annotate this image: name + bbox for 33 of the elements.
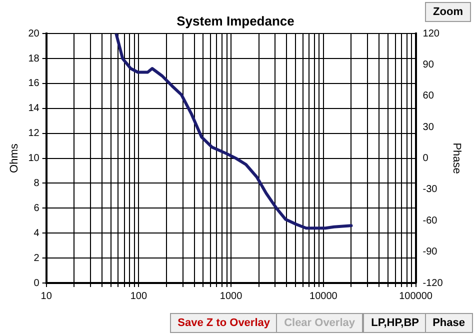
y-tick-label: 2 — [34, 252, 40, 264]
text: Clear Overlay — [276, 313, 363, 333]
y2-tick-label: -60 — [422, 215, 438, 226]
y2-tick-label: 90 — [422, 60, 434, 71]
y2-tick-label: -30 — [422, 184, 438, 196]
y-tick-label: 0 — [34, 278, 40, 289]
x-tick-label: 100 — [130, 290, 148, 302]
y-tick-label: 12 — [28, 128, 40, 140]
y-tick-label: 16 — [28, 78, 40, 90]
y2-axis-title: Phase — [450, 142, 462, 174]
y2-tick-label: 120 — [422, 28, 440, 40]
y2-tick-label: 30 — [422, 122, 434, 133]
y-tick-label: 6 — [34, 202, 40, 214]
y2-tick-label: -120 — [422, 278, 444, 289]
y-tick-label: 14 — [28, 103, 40, 114]
y-tick-label: 20 — [28, 28, 40, 40]
text: Zoom — [425, 2, 471, 22]
text: Phase — [424, 313, 473, 333]
y-tick-label: 4 — [34, 228, 40, 239]
x-tick-label: 100000 — [399, 290, 433, 302]
x-tick-label: 10 — [40, 290, 52, 302]
y2-tick-label: 0 — [422, 153, 429, 164]
chart-title: System Impedance — [176, 13, 294, 28]
y2-tick-label: 60 — [422, 90, 434, 102]
text: LP,HP,BP — [363, 313, 427, 333]
y-tick-label: 18 — [28, 53, 40, 64]
text: Save Z to Overlay — [170, 313, 278, 333]
x-tick-label: 10000 — [310, 290, 338, 302]
y-tick-label: 8 — [34, 178, 40, 189]
y-axis-title: Ohms — [8, 143, 21, 173]
y2-tick-label: -90 — [422, 246, 438, 258]
y-tick-label: 10 — [28, 153, 40, 164]
x-tick-label: 1000 — [220, 290, 243, 302]
